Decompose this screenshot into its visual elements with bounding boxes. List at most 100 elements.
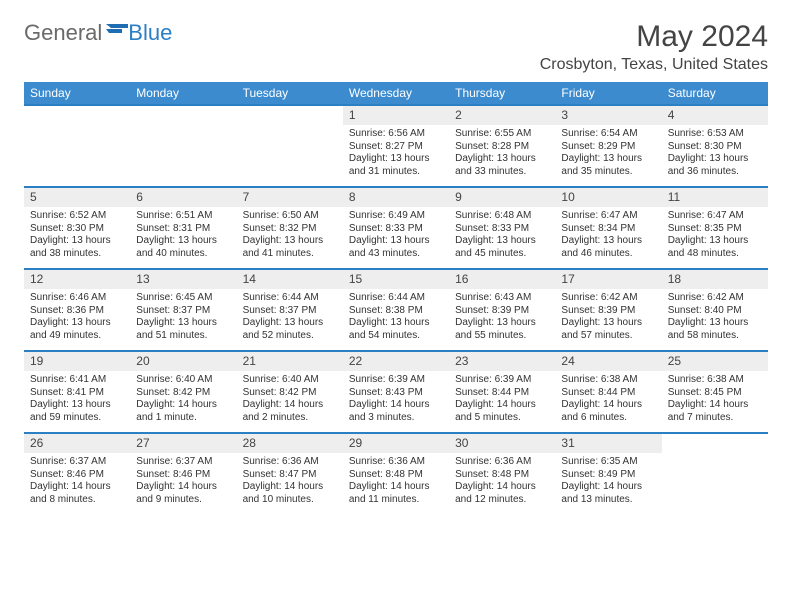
day-number: 14	[237, 270, 343, 289]
sunrise-line: Sunrise: 6:46 AM	[30, 292, 124, 305]
flag-icon	[106, 20, 128, 46]
sunrise-line: Sunrise: 6:49 AM	[349, 210, 443, 223]
sunrise-line: Sunrise: 6:42 AM	[668, 292, 762, 305]
week-row: 12Sunrise: 6:46 AMSunset: 8:36 PMDayligh…	[24, 269, 768, 351]
day-cell: 8Sunrise: 6:49 AMSunset: 8:33 PMDaylight…	[343, 187, 449, 269]
day-body: Sunrise: 6:44 AMSunset: 8:37 PMDaylight:…	[237, 289, 343, 350]
day-number: 7	[237, 188, 343, 207]
day-cell: 11Sunrise: 6:47 AMSunset: 8:35 PMDayligh…	[662, 187, 768, 269]
day-number: 1	[343, 106, 449, 125]
day-cell	[130, 105, 236, 187]
day2-line: and 3 minutes.	[349, 412, 443, 425]
day-number: 15	[343, 270, 449, 289]
day1-line: Daylight: 14 hours	[349, 481, 443, 494]
day-number: 30	[449, 434, 555, 453]
day2-line: and 49 minutes.	[30, 330, 124, 343]
day1-line: Daylight: 13 hours	[30, 399, 124, 412]
day2-line: and 58 minutes.	[668, 330, 762, 343]
sunrise-line: Sunrise: 6:37 AM	[30, 456, 124, 469]
sunset-line: Sunset: 8:35 PM	[668, 223, 762, 236]
day-number: 27	[130, 434, 236, 453]
day-body: Sunrise: 6:47 AMSunset: 8:34 PMDaylight:…	[555, 207, 661, 268]
day-number: 3	[555, 106, 661, 125]
sunrise-line: Sunrise: 6:41 AM	[30, 374, 124, 387]
sunrise-line: Sunrise: 6:38 AM	[668, 374, 762, 387]
day1-line: Daylight: 13 hours	[136, 235, 230, 248]
day-number: 26	[24, 434, 130, 453]
day-body: Sunrise: 6:36 AMSunset: 8:48 PMDaylight:…	[343, 453, 449, 514]
day-body: Sunrise: 6:50 AMSunset: 8:32 PMDaylight:…	[237, 207, 343, 268]
title-block: May 2024 Crosbyton, Texas, United States	[540, 20, 768, 74]
day-cell: 17Sunrise: 6:42 AMSunset: 8:39 PMDayligh…	[555, 269, 661, 351]
day-body: Sunrise: 6:47 AMSunset: 8:35 PMDaylight:…	[662, 207, 768, 268]
day1-line: Daylight: 14 hours	[136, 399, 230, 412]
day1-line: Daylight: 13 hours	[561, 317, 655, 330]
day1-line: Daylight: 13 hours	[668, 317, 762, 330]
day-number: 24	[555, 352, 661, 371]
day-body: Sunrise: 6:48 AMSunset: 8:33 PMDaylight:…	[449, 207, 555, 268]
day-cell: 14Sunrise: 6:44 AMSunset: 8:37 PMDayligh…	[237, 269, 343, 351]
day-body: Sunrise: 6:42 AMSunset: 8:40 PMDaylight:…	[662, 289, 768, 350]
sunset-line: Sunset: 8:46 PM	[30, 469, 124, 482]
day-number: 16	[449, 270, 555, 289]
day-number: 21	[237, 352, 343, 371]
sunset-line: Sunset: 8:39 PM	[455, 305, 549, 318]
day-number: 18	[662, 270, 768, 289]
day-cell: 4Sunrise: 6:53 AMSunset: 8:30 PMDaylight…	[662, 105, 768, 187]
day2-line: and 48 minutes.	[668, 248, 762, 261]
day-body: Sunrise: 6:39 AMSunset: 8:44 PMDaylight:…	[449, 371, 555, 432]
day1-line: Daylight: 13 hours	[243, 235, 337, 248]
day1-line: Daylight: 14 hours	[561, 399, 655, 412]
day2-line: and 8 minutes.	[30, 494, 124, 507]
sunrise-line: Sunrise: 6:50 AM	[243, 210, 337, 223]
sunrise-line: Sunrise: 6:37 AM	[136, 456, 230, 469]
sunset-line: Sunset: 8:41 PM	[30, 387, 124, 400]
day-number: 10	[555, 188, 661, 207]
day-number: 22	[343, 352, 449, 371]
day-cell: 28Sunrise: 6:36 AMSunset: 8:47 PMDayligh…	[237, 433, 343, 514]
sunrise-line: Sunrise: 6:44 AM	[243, 292, 337, 305]
weekday-header: Monday	[130, 82, 236, 105]
day-cell: 18Sunrise: 6:42 AMSunset: 8:40 PMDayligh…	[662, 269, 768, 351]
day-cell: 13Sunrise: 6:45 AMSunset: 8:37 PMDayligh…	[130, 269, 236, 351]
sunset-line: Sunset: 8:40 PM	[668, 305, 762, 318]
day2-line: and 5 minutes.	[455, 412, 549, 425]
sunset-line: Sunset: 8:36 PM	[30, 305, 124, 318]
sunset-line: Sunset: 8:49 PM	[561, 469, 655, 482]
sunrise-line: Sunrise: 6:42 AM	[561, 292, 655, 305]
week-row: 26Sunrise: 6:37 AMSunset: 8:46 PMDayligh…	[24, 433, 768, 514]
day1-line: Daylight: 14 hours	[455, 399, 549, 412]
sunrise-line: Sunrise: 6:40 AM	[136, 374, 230, 387]
day2-line: and 33 minutes.	[455, 166, 549, 179]
day2-line: and 12 minutes.	[455, 494, 549, 507]
day2-line: and 9 minutes.	[136, 494, 230, 507]
day-number: 5	[24, 188, 130, 207]
day-cell: 7Sunrise: 6:50 AMSunset: 8:32 PMDaylight…	[237, 187, 343, 269]
sunrise-line: Sunrise: 6:36 AM	[349, 456, 443, 469]
sunrise-line: Sunrise: 6:35 AM	[561, 456, 655, 469]
day-cell	[662, 433, 768, 514]
sunset-line: Sunset: 8:42 PM	[136, 387, 230, 400]
day2-line: and 54 minutes.	[349, 330, 443, 343]
sunset-line: Sunset: 8:43 PM	[349, 387, 443, 400]
sunset-line: Sunset: 8:30 PM	[30, 223, 124, 236]
day-cell: 22Sunrise: 6:39 AMSunset: 8:43 PMDayligh…	[343, 351, 449, 433]
weekday-header-row: Sunday Monday Tuesday Wednesday Thursday…	[24, 82, 768, 105]
weekday-header: Wednesday	[343, 82, 449, 105]
day2-line: and 57 minutes.	[561, 330, 655, 343]
sunrise-line: Sunrise: 6:47 AM	[561, 210, 655, 223]
day-cell: 29Sunrise: 6:36 AMSunset: 8:48 PMDayligh…	[343, 433, 449, 514]
day-cell: 24Sunrise: 6:38 AMSunset: 8:44 PMDayligh…	[555, 351, 661, 433]
day2-line: and 55 minutes.	[455, 330, 549, 343]
day-cell: 6Sunrise: 6:51 AMSunset: 8:31 PMDaylight…	[130, 187, 236, 269]
day-body: Sunrise: 6:37 AMSunset: 8:46 PMDaylight:…	[130, 453, 236, 514]
sunrise-line: Sunrise: 6:45 AM	[136, 292, 230, 305]
sunset-line: Sunset: 8:28 PM	[455, 141, 549, 154]
day-cell: 25Sunrise: 6:38 AMSunset: 8:45 PMDayligh…	[662, 351, 768, 433]
day-cell: 5Sunrise: 6:52 AMSunset: 8:30 PMDaylight…	[24, 187, 130, 269]
day2-line: and 36 minutes.	[668, 166, 762, 179]
day2-line: and 7 minutes.	[668, 412, 762, 425]
day1-line: Daylight: 14 hours	[561, 481, 655, 494]
day1-line: Daylight: 13 hours	[455, 235, 549, 248]
day2-line: and 51 minutes.	[136, 330, 230, 343]
